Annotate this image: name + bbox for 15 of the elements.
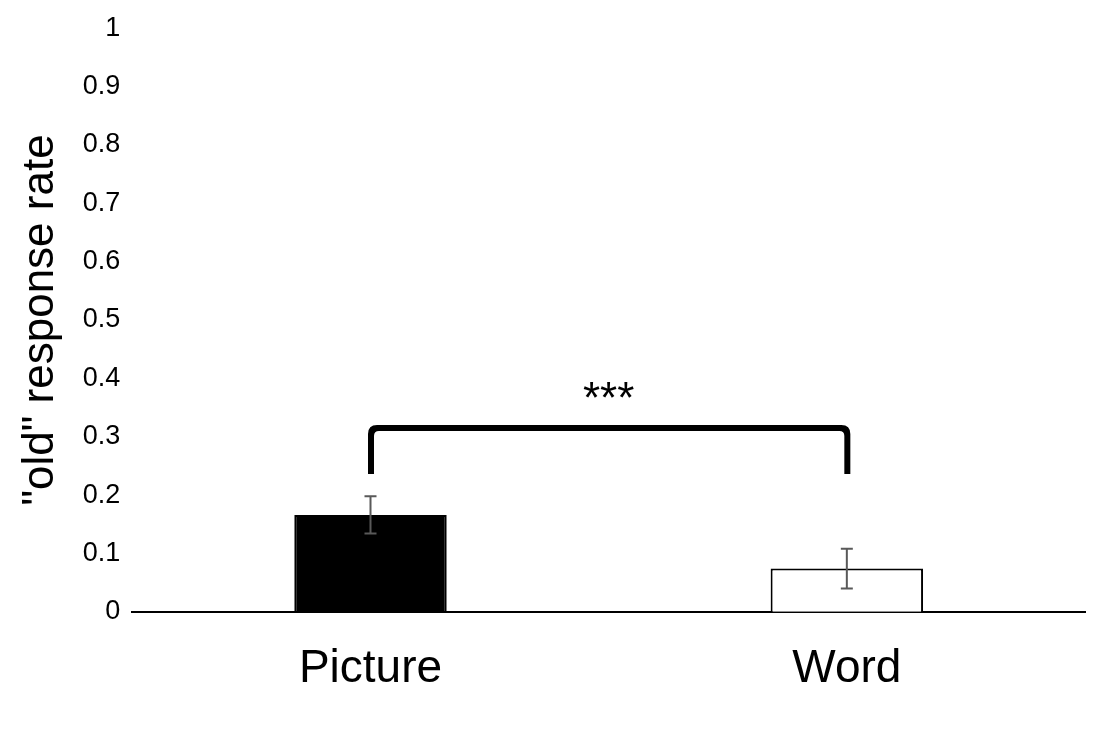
y-tick-label: 0.6 bbox=[82, 245, 121, 276]
x-tick-label: Word bbox=[792, 640, 902, 693]
y-tick-label: 0.4 bbox=[82, 361, 121, 392]
y-tick-label: 0.9 bbox=[82, 70, 121, 101]
y-tick-label: 0.3 bbox=[82, 420, 121, 451]
y-tick-label: 0.7 bbox=[82, 186, 121, 217]
x-tick-label: Picture bbox=[298, 640, 443, 693]
y-axis-title: "old" response rate bbox=[12, 134, 62, 506]
y-tick-label: 0 bbox=[105, 595, 121, 626]
y-tick-label: 0.1 bbox=[82, 536, 121, 567]
y-tick-label: 0.2 bbox=[82, 478, 121, 509]
y-tick-label: 0.5 bbox=[82, 303, 121, 334]
y-tick-label: 0.8 bbox=[82, 128, 121, 159]
annotation: *** bbox=[581, 373, 636, 423]
y-tick-label: 1 bbox=[105, 11, 121, 42]
